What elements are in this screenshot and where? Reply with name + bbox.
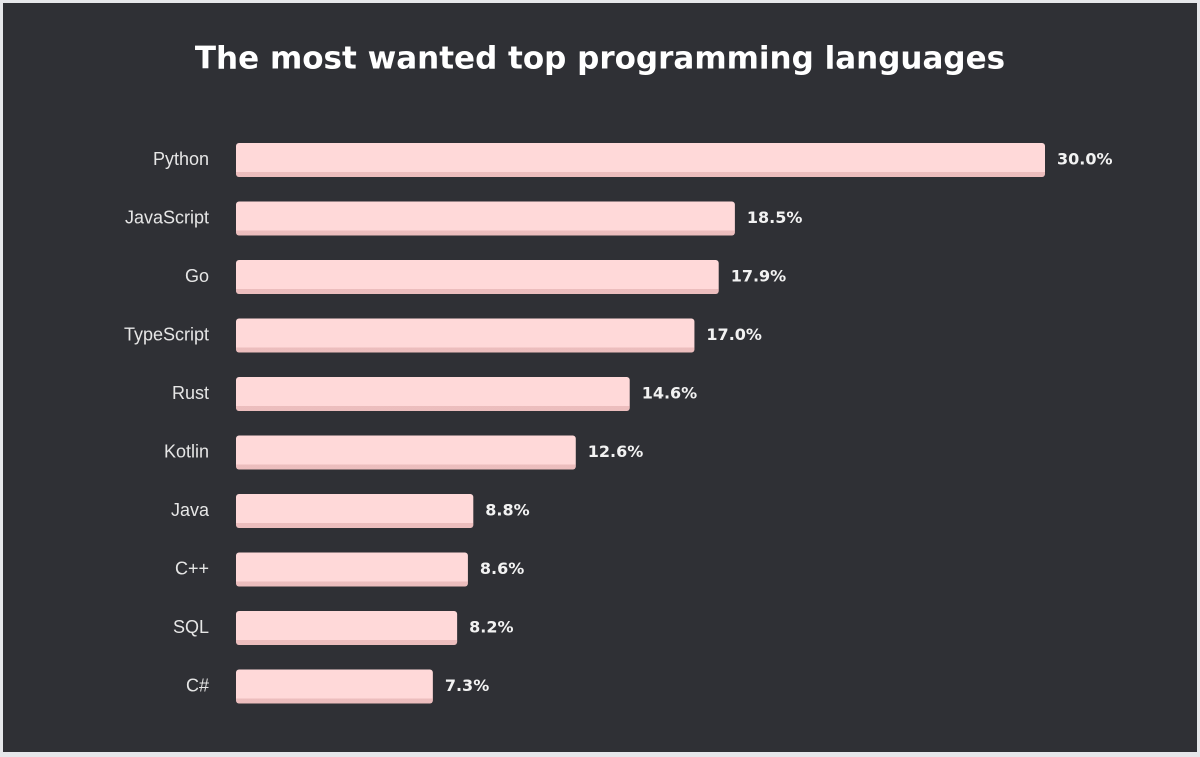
bar-shade	[236, 435, 576, 470]
category-label: SQL	[173, 617, 209, 637]
bar-shade	[236, 552, 468, 587]
value-label: 7.3%	[445, 676, 489, 695]
chart-title: The most wanted top programming language…	[195, 41, 1005, 77]
value-label: 8.8%	[485, 501, 529, 520]
value-label: 17.9%	[731, 267, 787, 286]
value-label: 8.6%	[480, 559, 524, 578]
value-label: 8.2%	[469, 618, 513, 637]
category-label: Rust	[172, 383, 209, 403]
category-label: JavaScript	[125, 207, 209, 227]
category-label: TypeScript	[124, 324, 209, 344]
category-label: Python	[153, 149, 209, 169]
bar-shade	[236, 611, 458, 645]
bar-shade	[236, 260, 719, 294]
bar-shade	[236, 377, 630, 411]
bar-shade	[236, 494, 474, 528]
bar-shade	[236, 143, 1045, 177]
value-label: 30.0%	[1057, 150, 1113, 169]
category-label: Kotlin	[164, 441, 209, 461]
value-label: 14.6%	[642, 384, 698, 403]
bar-shade	[236, 669, 433, 704]
category-label: Go	[185, 266, 209, 286]
category-label: C++	[175, 558, 209, 578]
category-label: Java	[171, 500, 210, 520]
value-label: 18.5%	[747, 208, 803, 227]
category-label: C#	[186, 675, 209, 695]
bar-shade	[236, 318, 695, 353]
value-label: 12.6%	[588, 442, 644, 461]
value-label: 17.0%	[706, 325, 762, 344]
bar-shade	[236, 201, 735, 236]
